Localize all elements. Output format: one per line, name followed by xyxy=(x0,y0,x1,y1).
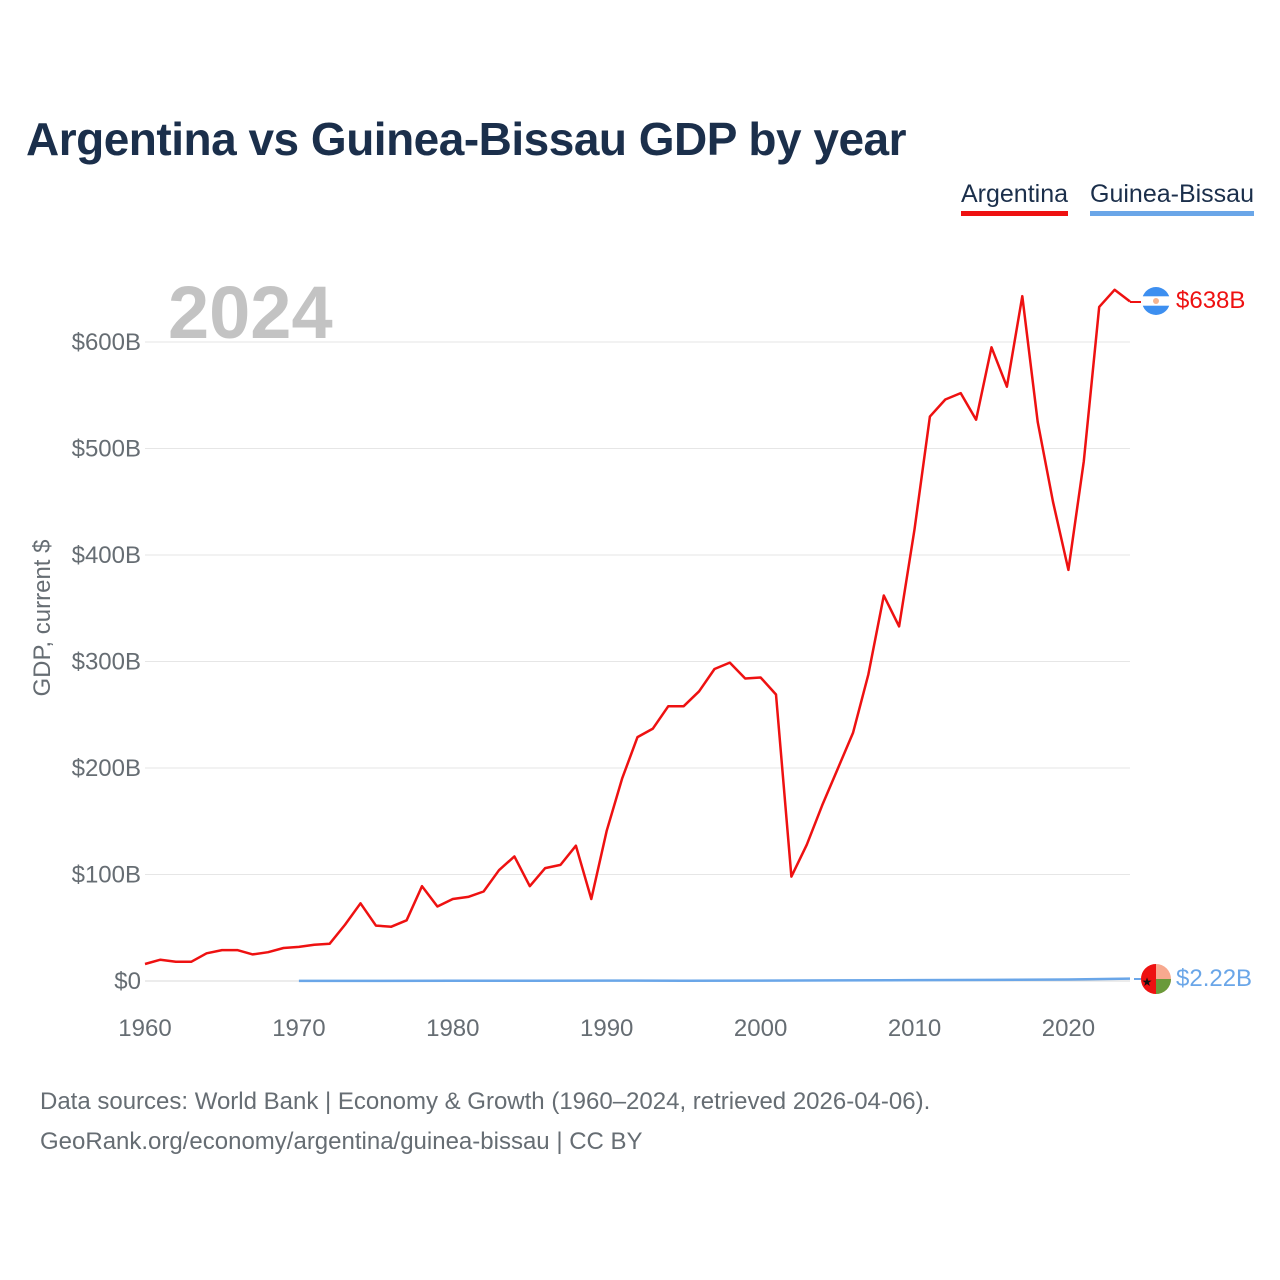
footer-sources: Data sources: World Bank | Economy & Gro… xyxy=(40,1088,931,1115)
svg-text:★: ★ xyxy=(1142,975,1153,989)
x-tick-label: 2010 xyxy=(888,1015,941,1042)
y-tick-label: $300B xyxy=(72,649,141,676)
argentina-flag-icon xyxy=(1142,287,1170,315)
year-label: 2024 xyxy=(168,271,333,354)
gridlines xyxy=(145,341,1130,982)
y-axis-label: GDP, current $ xyxy=(29,540,56,697)
footer: Data sources: World Bank | Economy & Gro… xyxy=(40,1082,930,1162)
y-tick-label: $500B xyxy=(72,436,141,463)
x-axis-ticks: 1960 1970 1980 1990 2000 2010 2020 xyxy=(118,1015,1095,1042)
x-tick-label: 1970 xyxy=(272,1015,325,1042)
x-tick-label: 1960 xyxy=(118,1015,171,1042)
x-tick-label: 2020 xyxy=(1042,1015,1095,1042)
legend-item-argentina[interactable]: Argentina xyxy=(960,180,1069,216)
y-axis-ticks: $0 $100B $200B $300B $400B $500B $600B xyxy=(72,329,141,995)
y-tick-label: $600B xyxy=(72,329,141,356)
x-tick-label: 2000 xyxy=(734,1015,787,1042)
series-line-argentina[interactable] xyxy=(144,288,1131,966)
chart-title: Argentina vs Guinea-Bissau GDP by year xyxy=(26,113,907,165)
footer-attribution[interactable]: GeoRank.org/economy/argentina/guinea-bis… xyxy=(40,1128,643,1155)
y-tick-label: $200B xyxy=(72,755,141,782)
argentina-end-label: $638B xyxy=(1176,287,1245,314)
x-tick-label: 1990 xyxy=(580,1015,633,1042)
legend-item-guinea-bissau[interactable]: Guinea-Bissau xyxy=(1090,180,1254,216)
gdp-line-chart: 2024 $0 $100B $200B $300B $400B $500B $600B 19… xyxy=(29,271,1252,1042)
y-tick-label: $400B xyxy=(72,542,141,569)
y-tick-label: $0 xyxy=(114,968,141,995)
series-line-guinea-bissau[interactable] xyxy=(298,977,1131,983)
y-tick-label: $100B xyxy=(72,862,141,889)
guinea-bissau-end-label: $2.22B xyxy=(1176,965,1252,992)
guinea-bissau-flag-icon: ★ xyxy=(1141,964,1171,994)
x-tick-label: 1980 xyxy=(426,1015,479,1042)
legend: Argentina Guinea-Bissau xyxy=(960,180,1254,216)
